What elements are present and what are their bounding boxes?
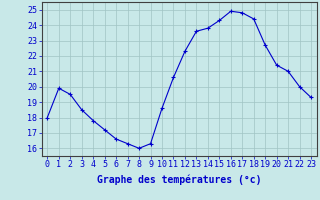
X-axis label: Graphe des températures (°c): Graphe des températures (°c)	[97, 175, 261, 185]
